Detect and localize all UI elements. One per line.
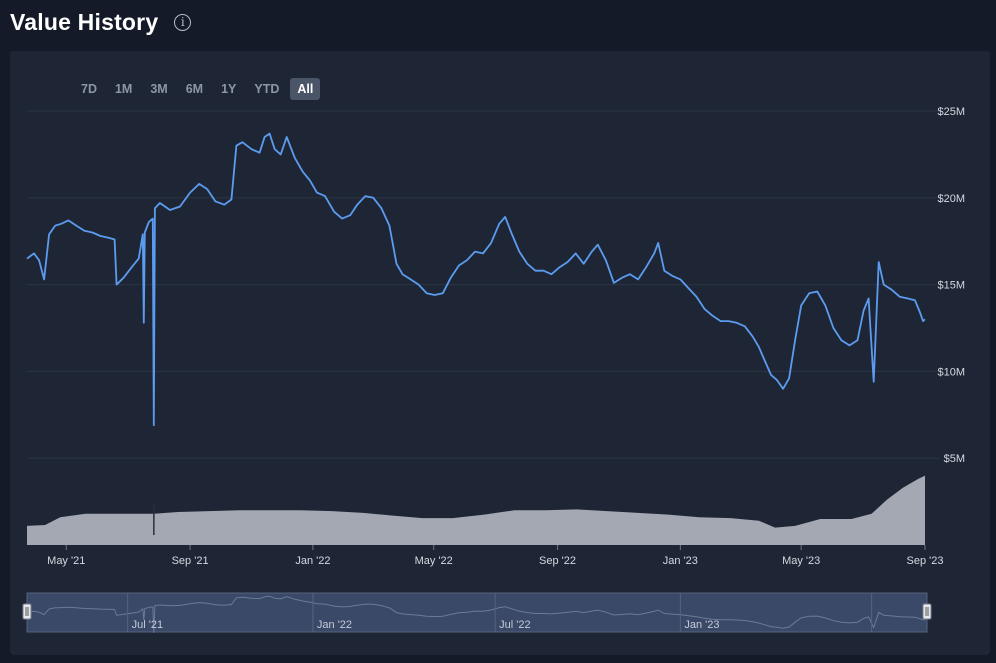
navigator-handle-left[interactable] [22, 603, 32, 620]
x-tick-label: Jan '22 [295, 555, 330, 567]
info-icon[interactable]: i [174, 13, 192, 31]
y-tick-label: $5M [944, 453, 965, 465]
range-button-7d[interactable]: 7D [81, 82, 97, 96]
navigator-label: Jan '23 [684, 619, 719, 631]
header: Value History i [10, 6, 192, 38]
value-history-chart: $25M $20M $15M $10M $5M May '21 Sep '21 Jan '22… [22, 106, 965, 633]
range-button-all[interactable]: All [290, 78, 321, 100]
range-button-1m[interactable]: 1M [114, 82, 133, 96]
volume-area [27, 475, 925, 545]
range-selector: 7D 1M 3M 6M 1Y YTD All [74, 78, 321, 100]
x-tick-label: Sep '23 [907, 555, 944, 567]
range-button-ytd[interactable]: YTD [254, 82, 280, 96]
navigator-handle-right[interactable] [922, 603, 932, 620]
navigator-label: Jul '22 [499, 619, 530, 631]
x-tick-label: May '22 [415, 555, 453, 567]
x-tick-label: Sep '21 [172, 555, 209, 567]
navigator-label: Jul '21 [132, 619, 163, 631]
x-tick-label: Jan '23 [663, 555, 698, 567]
y-tick-label: $10M [937, 366, 965, 378]
value-series-line [26, 132, 926, 427]
x-tick-label: May '21 [47, 555, 85, 567]
range-button-6m[interactable]: 6M [185, 82, 204, 96]
range-button-1y[interactable]: 1Y [221, 82, 237, 96]
y-tick-label: $25M [937, 106, 965, 118]
navigator-line [26, 595, 926, 633]
y-tick-label: $20M [937, 193, 965, 205]
chart-panel: $25M $20M $15M $10M $5M May '21 Sep '21 Jan '22… [10, 51, 990, 655]
x-tick-label: May '23 [782, 555, 820, 567]
y-tick-label: $15M [937, 280, 965, 292]
x-tick-label: Sep '22 [539, 555, 576, 567]
range-button-3m[interactable]: 3M [150, 82, 168, 96]
navigator-label: Jan '22 [317, 619, 352, 631]
page-title: Value History [10, 8, 159, 35]
